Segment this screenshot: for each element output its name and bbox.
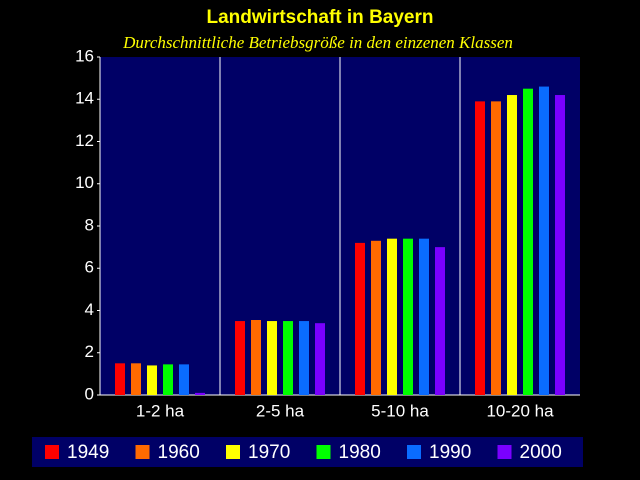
- x-tick-label: 2-5 ha: [256, 401, 305, 420]
- legend-swatch: [316, 445, 331, 459]
- bar: [371, 240, 381, 395]
- y-tick-label: 8: [85, 215, 94, 234]
- y-tick-label: 12: [75, 131, 94, 150]
- legend-swatch: [226, 445, 240, 459]
- legend-label: 1949: [67, 442, 109, 463]
- bar: [355, 242, 365, 395]
- legend-label: 1960: [158, 442, 200, 463]
- bar: [539, 86, 549, 395]
- bar: [251, 320, 261, 395]
- y-tick-label: 10: [75, 173, 94, 192]
- legend-box: [32, 437, 583, 467]
- bar: [507, 95, 517, 396]
- y-tick-label: 16: [75, 46, 94, 65]
- x-tick-label: 10-20 ha: [486, 401, 554, 420]
- x-tick-label: 1-2 ha: [136, 401, 185, 420]
- y-tick-label: 4: [85, 300, 94, 319]
- legend-label: 2000: [520, 442, 562, 463]
- bar: [147, 365, 157, 395]
- bar: [299, 321, 309, 395]
- bar: [163, 364, 173, 395]
- legend-swatch: [407, 445, 421, 459]
- bar: [235, 321, 245, 395]
- bar: [315, 323, 325, 395]
- bar: [267, 321, 277, 395]
- bar: [475, 101, 485, 396]
- bar: [115, 363, 125, 395]
- chart-title: Landwirtschaft in Bayern: [207, 7, 434, 28]
- bar: [555, 95, 565, 396]
- chart-subtitle: Durchschnittliche Betriebsgröße in den e…: [122, 33, 513, 52]
- y-tick-label: 0: [85, 384, 94, 403]
- bar: [195, 392, 205, 395]
- legend-label: 1980: [339, 442, 381, 463]
- legend-swatch: [497, 445, 512, 459]
- y-tick-label: 14: [75, 89, 94, 108]
- bar: [387, 238, 397, 395]
- legend-label: 1970: [248, 442, 290, 463]
- legend-label: 1990: [429, 442, 471, 463]
- y-tick-label: 2: [85, 342, 94, 361]
- bar: [491, 101, 501, 396]
- bar: [523, 88, 533, 395]
- bar: [419, 238, 429, 395]
- bar: [435, 247, 445, 395]
- bar: [283, 321, 293, 395]
- legend-swatch: [135, 445, 150, 459]
- y-tick-label: 6: [85, 258, 94, 277]
- legend-swatch: [45, 445, 59, 459]
- x-tick-label: 5-10 ha: [371, 401, 429, 420]
- bar: [403, 238, 413, 395]
- bar: [179, 364, 189, 395]
- bar: [131, 363, 141, 395]
